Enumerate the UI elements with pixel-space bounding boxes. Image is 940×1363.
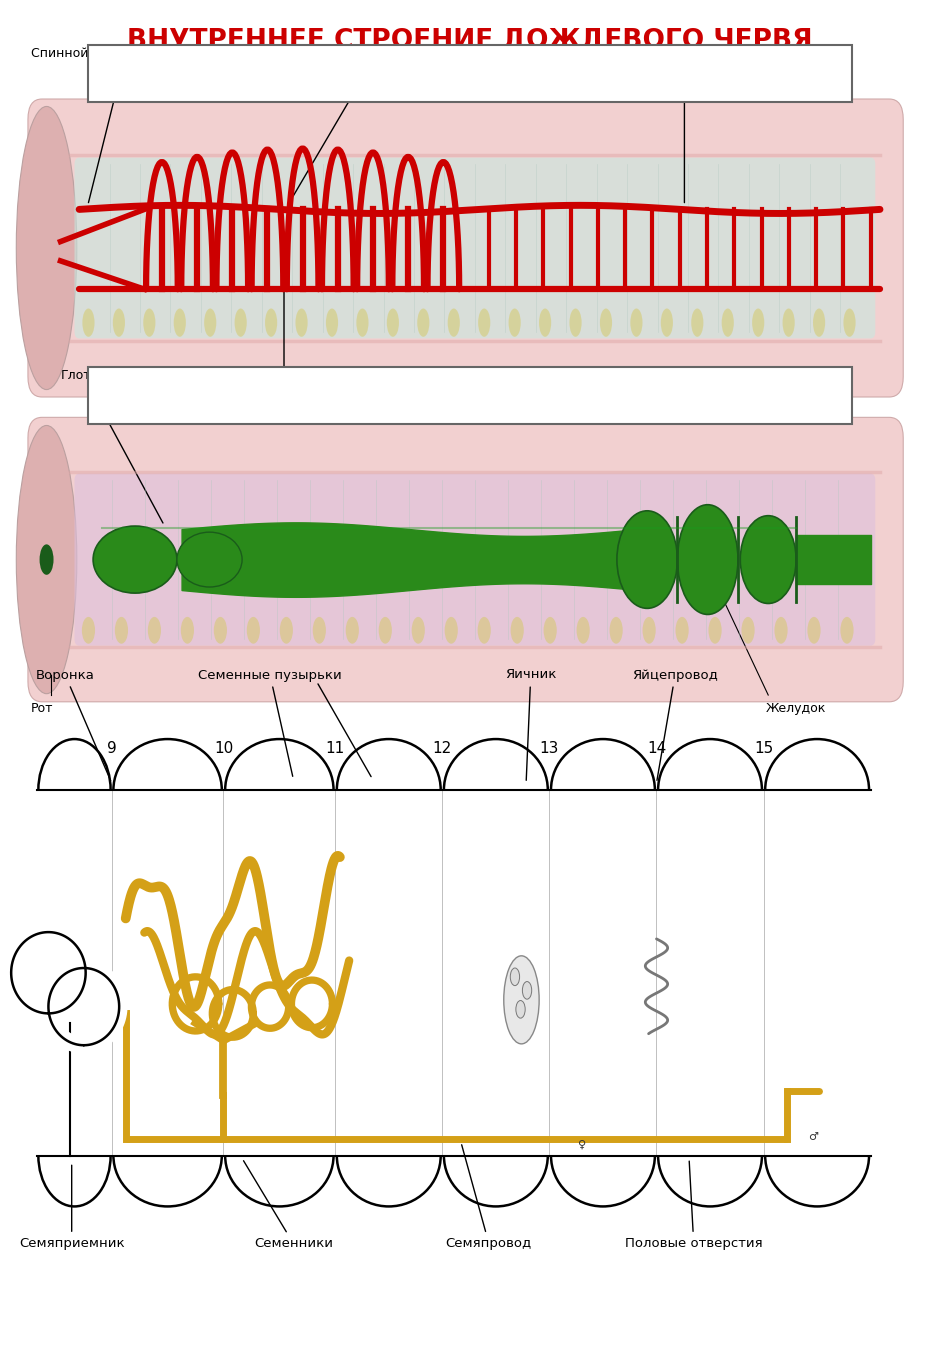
Ellipse shape (93, 526, 177, 593)
Ellipse shape (356, 308, 368, 337)
Ellipse shape (115, 617, 128, 643)
Ellipse shape (678, 504, 738, 615)
Ellipse shape (417, 308, 430, 337)
Ellipse shape (631, 308, 643, 337)
Ellipse shape (617, 511, 678, 608)
Ellipse shape (661, 308, 673, 337)
Ellipse shape (82, 617, 95, 643)
Text: Рот: Рот (31, 702, 54, 714)
Text: Семенники: Семенники (243, 1161, 333, 1250)
Text: Глотка: Глотка (60, 369, 163, 523)
Ellipse shape (510, 617, 524, 643)
Text: 10: 10 (214, 741, 233, 756)
Ellipse shape (510, 968, 520, 985)
Ellipse shape (313, 617, 326, 643)
Ellipse shape (180, 617, 194, 643)
Ellipse shape (143, 308, 155, 337)
Text: ВНУТРЕННЕЕ СТРОЕНИЕ ДОЖДЕВОГО ЧЕРВЯ: ВНУТРЕННЕЕ СТРОЕНИЕ ДОЖДЕВОГО ЧЕРВЯ (128, 27, 813, 53)
Ellipse shape (280, 617, 293, 643)
Text: Воронка: Воронка (36, 668, 111, 781)
Text: Семенные пузырьки: Семенные пузырьки (198, 668, 342, 777)
Text: ♀: ♀ (578, 1139, 586, 1150)
Ellipse shape (247, 617, 260, 643)
Ellipse shape (609, 617, 622, 643)
FancyBboxPatch shape (74, 473, 875, 646)
Text: 12: 12 (432, 741, 452, 756)
Text: Поперечные кровеносные сосуды: Поперечные кровеносные сосуды (572, 46, 796, 203)
Text: "Сердца": "Сердца" (293, 46, 408, 196)
Ellipse shape (213, 617, 227, 643)
Ellipse shape (235, 308, 247, 337)
Ellipse shape (16, 425, 77, 694)
Ellipse shape (445, 617, 458, 643)
Text: 15: 15 (754, 741, 774, 756)
Ellipse shape (39, 544, 54, 575)
Text: ♂: ♂ (807, 1131, 818, 1142)
Ellipse shape (509, 308, 521, 337)
Ellipse shape (782, 308, 794, 337)
Ellipse shape (843, 308, 855, 337)
Ellipse shape (295, 308, 307, 337)
Ellipse shape (148, 617, 161, 643)
Ellipse shape (346, 617, 359, 643)
Ellipse shape (570, 308, 582, 337)
Text: Яйцепровод: Яйцепровод (633, 668, 718, 781)
Ellipse shape (742, 617, 755, 643)
Text: 14: 14 (647, 741, 666, 756)
Ellipse shape (691, 308, 703, 337)
FancyBboxPatch shape (28, 417, 903, 702)
Ellipse shape (709, 617, 722, 643)
Text: Брюшной кровеносный сосуд: Брюшной кровеносный сосуд (186, 292, 382, 424)
Text: Семяприемник: Семяприемник (19, 1165, 124, 1250)
Ellipse shape (741, 515, 796, 604)
Ellipse shape (722, 308, 734, 337)
FancyBboxPatch shape (74, 158, 875, 338)
Text: Желудок: Желудок (766, 702, 826, 714)
Text: Яичник: Яичник (505, 668, 556, 781)
Ellipse shape (807, 617, 821, 643)
Ellipse shape (379, 617, 392, 643)
Ellipse shape (204, 308, 216, 337)
Ellipse shape (386, 308, 399, 337)
FancyBboxPatch shape (88, 45, 852, 102)
Ellipse shape (504, 955, 540, 1044)
Ellipse shape (523, 981, 532, 999)
Ellipse shape (643, 617, 656, 643)
Ellipse shape (840, 617, 854, 643)
Ellipse shape (543, 617, 556, 643)
Ellipse shape (478, 308, 491, 337)
Ellipse shape (113, 308, 125, 337)
Text: Семяпровод: Семяпровод (446, 1145, 532, 1250)
Text: Половые отверстия: Половые отверстия (625, 1161, 762, 1250)
Text: 11: 11 (325, 741, 345, 756)
Text: 9: 9 (107, 741, 117, 756)
Ellipse shape (775, 617, 788, 643)
Ellipse shape (813, 308, 825, 337)
Ellipse shape (447, 308, 460, 337)
Text: Спинной кровеносный сосуд: Спинной кровеносный сосуд (30, 46, 221, 203)
Ellipse shape (676, 617, 689, 643)
Ellipse shape (326, 308, 338, 337)
Ellipse shape (412, 617, 425, 643)
Ellipse shape (177, 532, 243, 587)
Ellipse shape (752, 308, 764, 337)
Ellipse shape (174, 308, 186, 337)
Text: 13: 13 (540, 741, 559, 756)
Ellipse shape (83, 308, 95, 337)
Ellipse shape (478, 617, 491, 643)
Ellipse shape (16, 106, 77, 390)
FancyBboxPatch shape (28, 99, 903, 397)
Ellipse shape (600, 308, 612, 337)
Ellipse shape (265, 308, 277, 337)
Ellipse shape (576, 617, 589, 643)
Ellipse shape (516, 1000, 525, 1018)
Ellipse shape (539, 308, 551, 337)
FancyBboxPatch shape (88, 367, 852, 424)
